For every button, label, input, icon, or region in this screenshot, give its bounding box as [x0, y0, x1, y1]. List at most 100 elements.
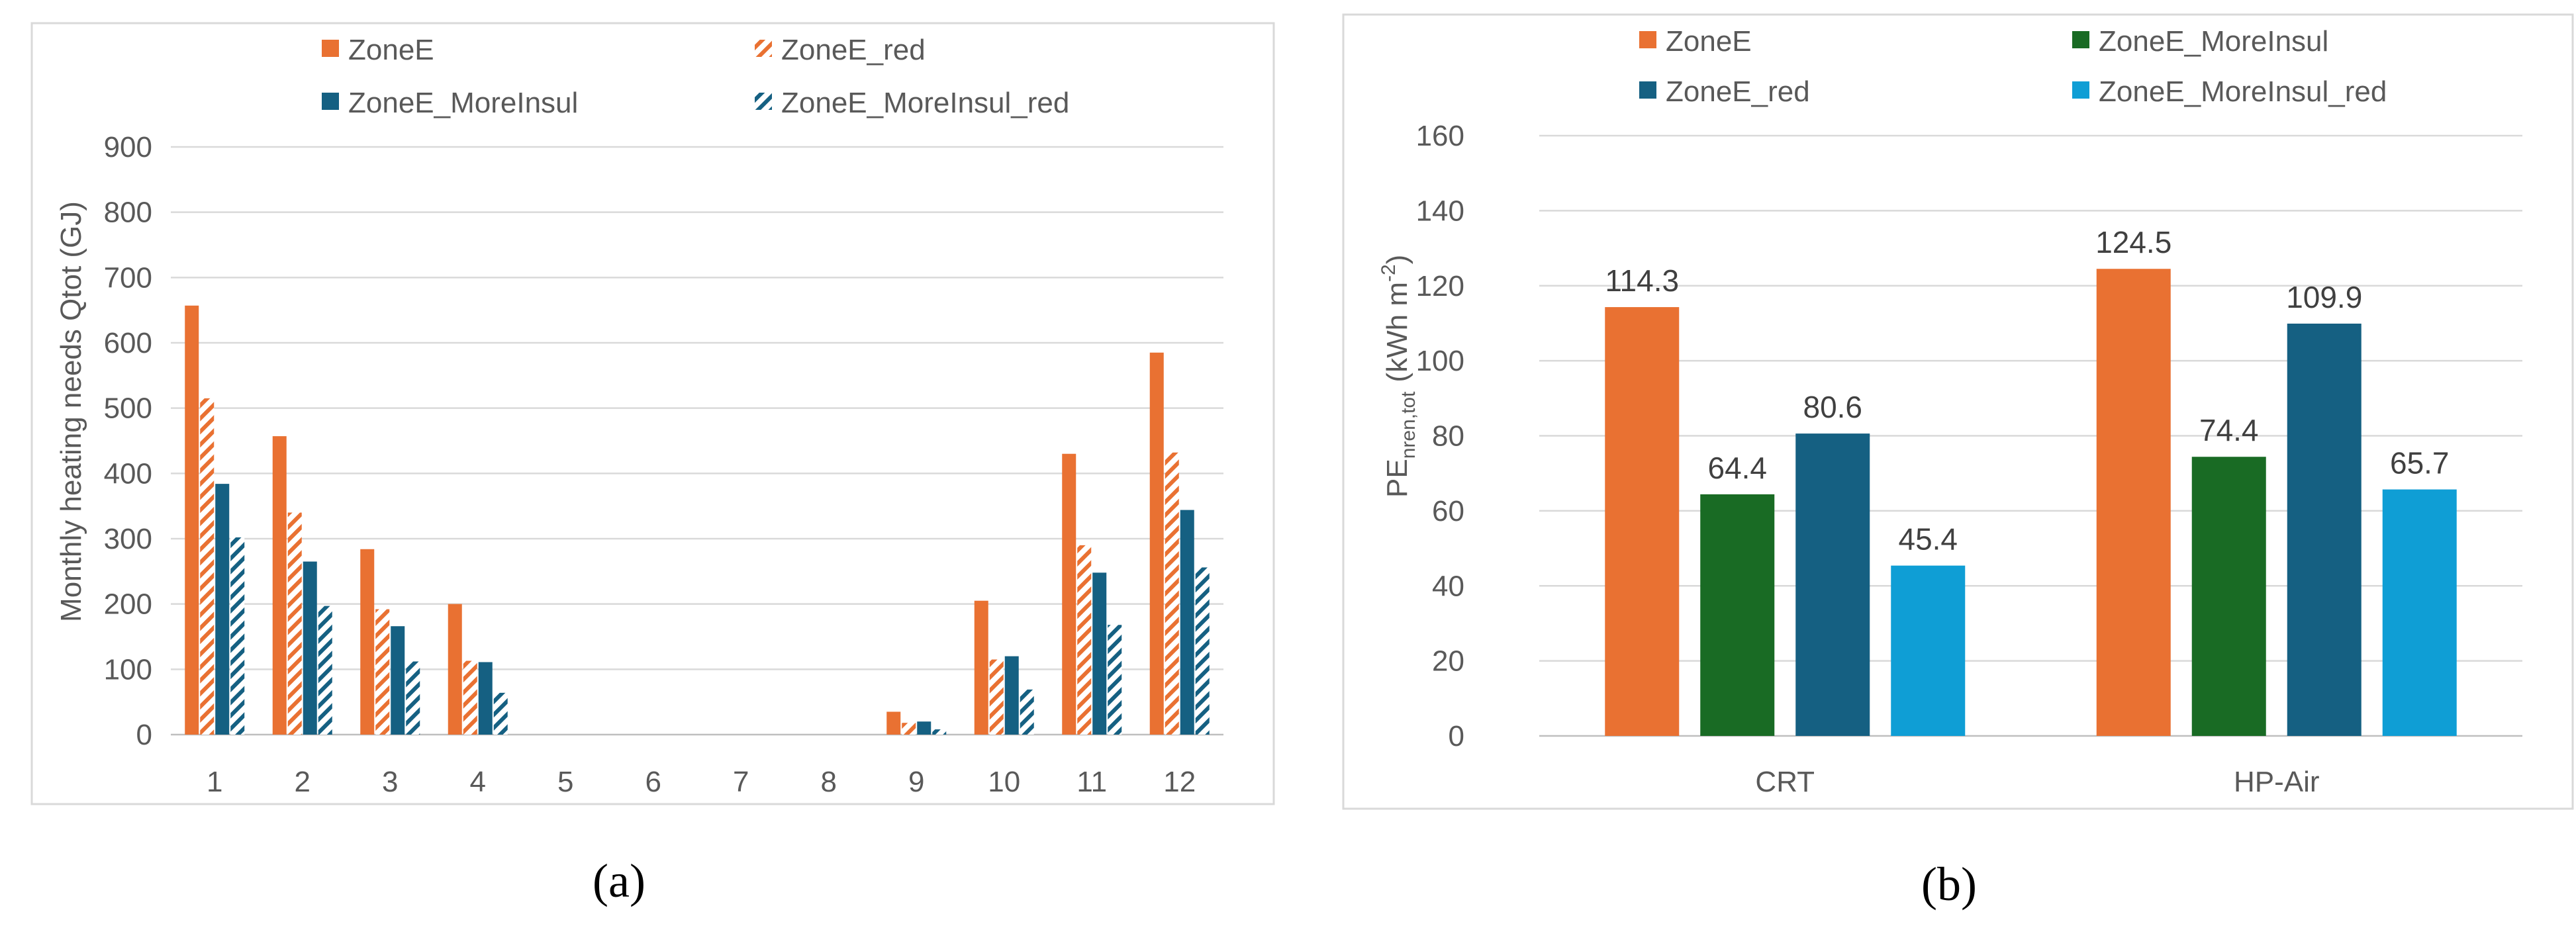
chart-a-y-tick-label: 900	[104, 131, 152, 163]
bar-zonee-month-1	[185, 305, 199, 735]
chart-b-y-tick-label: 100	[1416, 345, 1464, 377]
chart-a-x-tick-label: 12	[1163, 766, 1196, 798]
chart-a-x-tick-label: 5	[557, 766, 573, 798]
chart-b-y-tick-label: 80	[1432, 420, 1464, 453]
data-label-zonee-hp-air: 124.5	[2095, 225, 2171, 259]
chart-a-y-tick-label: 800	[104, 197, 152, 229]
legend-label-zonee-moreinsul: ZoneE_MoreInsul	[348, 87, 578, 119]
chart-b-y-tick-label: 140	[1416, 195, 1464, 227]
chart-b-bars	[1605, 269, 2457, 737]
data-label-zonee-moreinsul-red-hp-air: 65.7	[2390, 446, 2450, 480]
bar-zonee-month-10	[974, 600, 988, 735]
bar-zonee-red-month-1	[200, 398, 215, 735]
data-label-zonee-crt: 114.3	[1605, 263, 1679, 298]
chart-a-y-tick-label: 400	[104, 457, 152, 490]
legend-label-zonee-moreinsul-red: ZoneE_MoreInsul_red	[2099, 75, 2387, 108]
chart-a-y-tick-label: 100	[104, 653, 152, 686]
chart-b-y-axis-title-close: )	[1381, 255, 1413, 265]
bar-zonee-red-hp-air	[2287, 324, 2361, 736]
chart-a-y-tick-label: 700	[104, 261, 152, 294]
chart-a-x-tick-label: 6	[645, 766, 661, 798]
bar-zonee-red-month-11	[1077, 545, 1092, 735]
chart-b-legend: ZoneE ZoneE_MoreInsul ZoneE_red ZoneE_MoreI…	[1639, 25, 2387, 108]
data-label-zonee-red-hp-air: 109.9	[2286, 280, 2362, 314]
bar-zonee-red-month-9	[902, 723, 916, 735]
bar-zonee-red-month-4	[463, 660, 477, 735]
chart-a-x-tick-label: 7	[733, 766, 749, 798]
bar-zonee-month-11	[1062, 453, 1076, 735]
legend-swatch-zonee-moreinsul	[322, 93, 339, 110]
legend-swatch-zonee-moreinsul-red	[2072, 81, 2089, 99]
legend-label-zonee: ZoneE	[1666, 25, 1752, 58]
chart-b-y-axis-title-unit: (kWh m	[1381, 282, 1413, 383]
chart-b-y-tick-label: 20	[1432, 645, 1464, 678]
chart-b-y-axis-title-sub: nren,tot	[1398, 391, 1419, 459]
bar-zonee-month-12	[1149, 352, 1164, 735]
legend-swatch-zonee-red	[755, 40, 772, 57]
bar-zonee-moreinsul-red-month-2	[318, 606, 332, 735]
bar-zonee-moreinsul-red-month-10	[1020, 689, 1034, 735]
legend-label-zonee-moreinsul-red: ZoneE_MoreInsul_red	[781, 87, 1069, 119]
legend-label-zonee-moreinsul: ZoneE_MoreInsul	[2099, 25, 2328, 58]
legend-swatch-zonee	[1639, 31, 1656, 48]
bar-zonee-month-9	[886, 711, 901, 735]
legend-label-zonee: ZoneE	[348, 34, 434, 66]
bar-zonee-moreinsul-red-month-9	[932, 729, 947, 735]
bar-zonee-moreinsul-month-2	[303, 561, 317, 735]
bar-zonee-moreinsul-month-12	[1180, 510, 1194, 735]
chart-a-y-tick-label: 300	[104, 523, 152, 555]
bar-zonee-month-4	[448, 604, 462, 735]
chart-b-y-tick-label: 120	[1416, 270, 1464, 302]
chart-b-y-tick-label: 160	[1416, 120, 1464, 152]
chart-a-y-tick-label: 600	[104, 327, 152, 359]
chart-b-x-tick-label: CRT	[1755, 766, 1815, 798]
chart-a-x-tick-label: 4	[470, 766, 486, 798]
chart-b-data-labels: 114.3 64.4 80.6 45.4 124.5 74.4 109.9 65.7	[1605, 225, 2449, 556]
chart-a-x-tick-label: 1	[207, 766, 222, 798]
bar-zonee-red-month-3	[375, 609, 390, 735]
chart-a-x-tick-label: 9	[908, 766, 924, 798]
chart-b-y-tick-label: 60	[1432, 495, 1464, 527]
chart-a-legend: ZoneE ZoneE_red ZoneE_MoreInsul ZoneE_MoreI…	[322, 34, 1069, 119]
chart-a-y-ticks: 0 100 200 300 400 500 600 700 800 900	[104, 131, 152, 751]
legend-label-zonee-red: ZoneE_red	[781, 34, 926, 66]
bar-zonee-moreinsul-red-month-3	[406, 661, 420, 735]
chart-a-x-tick-label: 11	[1076, 766, 1107, 798]
chart-b-y-axis-title: PEnren,tot (kWh m-2)	[1378, 255, 1419, 498]
chart-a-x-ticks: 1 2 3 4 5 6 7 8 9 10 11 12	[207, 766, 1196, 798]
legend-label-zonee-red: ZoneE_red	[1666, 75, 1810, 108]
bar-zonee-moreinsul-red-month-12	[1195, 567, 1210, 735]
chart-b-y-axis-title-main: PE	[1381, 459, 1413, 498]
bar-zonee-moreinsul-crt	[1700, 494, 1775, 736]
chart-a-x-tick-label: 3	[382, 766, 398, 798]
bar-zonee-moreinsul-month-10	[1004, 656, 1019, 735]
chart-b-x-ticks: CRT HP-Air	[1755, 766, 2319, 798]
chart-b-x-tick-label: HP-Air	[2234, 766, 2320, 798]
bar-zonee-moreinsul-month-1	[215, 484, 230, 735]
panel-label-b: (b)	[1921, 858, 1977, 911]
bar-zonee-moreinsul-red-month-1	[230, 537, 245, 735]
bar-zonee-moreinsul-month-4	[478, 662, 493, 735]
chart-b-y-tick-label: 40	[1432, 570, 1464, 602]
bar-zonee-moreinsul-red-month-4	[493, 692, 508, 735]
bar-zonee-moreinsul-month-3	[391, 626, 405, 735]
chart-a-gridlines	[171, 146, 1223, 736]
legend-swatch-zonee-moreinsul-red	[755, 93, 772, 110]
chart-b-y-tick-label: 0	[1449, 720, 1464, 752]
bar-zonee-red-month-10	[989, 659, 1004, 735]
legend-swatch-zonee	[322, 40, 339, 57]
chart-a-x-tick-label: 8	[821, 766, 837, 798]
bar-zonee-red-month-12	[1165, 452, 1179, 735]
legend-swatch-zonee-red	[1639, 81, 1656, 99]
bar-zonee-moreinsul-month-9	[917, 721, 931, 735]
data-label-zonee-moreinsul-crt: 64.4	[1707, 451, 1767, 485]
chart-a-y-tick-label: 0	[136, 719, 152, 751]
data-label-zonee-moreinsul-red-crt: 45.4	[1898, 522, 1958, 557]
chart-a-x-tick-label: 10	[988, 766, 1020, 798]
bar-zonee-moreinsul-red-crt	[1891, 565, 1966, 736]
chart-a-bars	[185, 305, 1210, 735]
chart-a-x-tick-label: 2	[295, 766, 310, 798]
data-label-zonee-moreinsul-hp-air: 74.4	[2199, 413, 2259, 447]
